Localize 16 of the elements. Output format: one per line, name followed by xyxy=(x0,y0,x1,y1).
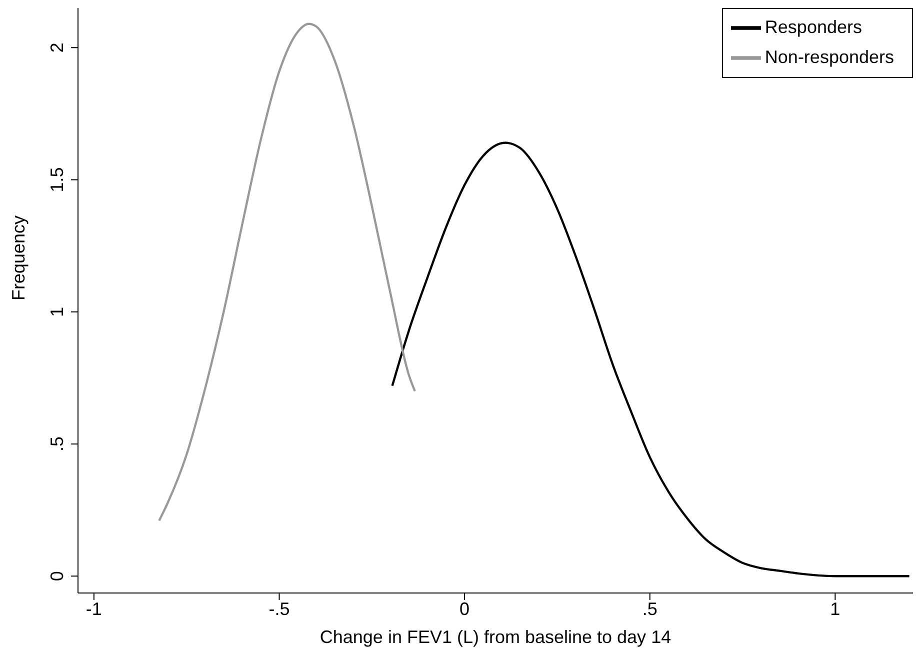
line-series xyxy=(158,22,416,522)
legend-label: Non-responders xyxy=(764,46,894,67)
x-axis-title: Change in FEV1 (L) from baseline to day 14 xyxy=(320,627,672,647)
legend-label: Responders xyxy=(764,16,862,37)
x-tick-label: -.5 xyxy=(268,598,290,619)
line-series xyxy=(391,142,910,578)
y-tick-label: 1.5 xyxy=(47,167,67,192)
y-tick-label: 0 xyxy=(47,571,67,582)
y-tick-label: 2 xyxy=(47,42,67,53)
x-tick-label: -1 xyxy=(86,598,102,619)
x-tick-label: .5 xyxy=(642,598,658,619)
y-axis-title: Frequency xyxy=(8,215,28,300)
x-tick-label: 0 xyxy=(460,598,470,619)
y-tick-label: 1 xyxy=(47,306,67,317)
y-tick-label: .5 xyxy=(47,436,67,452)
x-tick-label: 1 xyxy=(830,598,840,619)
